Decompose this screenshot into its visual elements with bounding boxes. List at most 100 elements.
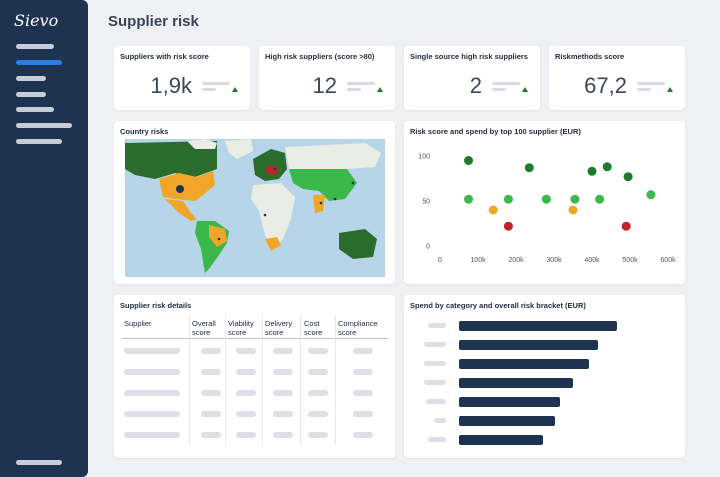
column-divider xyxy=(262,315,263,445)
table-cell-placeholder xyxy=(236,411,256,417)
category-bar[interactable] xyxy=(459,416,556,426)
x-tick-label: 500k xyxy=(622,257,638,264)
spend-by-category-card: Spend by category and overall risk brack… xyxy=(404,295,685,458)
risk-score-spend-card: Risk score and spend by top 100 supplier… xyxy=(404,121,685,284)
category-label-placeholder xyxy=(424,380,446,385)
table-cell-placeholder xyxy=(308,348,328,354)
category-bar[interactable] xyxy=(459,397,561,407)
risk-score-scatter-chart[interactable]: 0 50 100 0 100k 200k 300k 400k 500k 600k xyxy=(404,121,685,284)
kpi-sparkline xyxy=(347,82,375,85)
category-label-placeholder xyxy=(424,361,446,366)
table-cell-placeholder xyxy=(201,390,221,396)
sievo-logo[interactable]: Sievo xyxy=(14,11,59,30)
kpi-value: 1,9k xyxy=(150,73,192,98)
category-label-placeholder xyxy=(428,437,446,442)
kpi-card-riskmethods[interactable]: Riskmethods score 67,2 xyxy=(549,46,685,110)
sidebar-item-7[interactable] xyxy=(16,139,62,144)
x-tick-label: 400k xyxy=(584,257,600,264)
table-cell-placeholder xyxy=(236,348,256,354)
card-title: Spend by category and overall risk brack… xyxy=(410,301,586,310)
column-divider xyxy=(300,315,301,445)
x-tick-label: 100k xyxy=(470,257,486,264)
table-cell-placeholder xyxy=(201,369,221,375)
table-cell-placeholder xyxy=(308,432,328,438)
x-tick-label: 300k xyxy=(546,257,562,264)
scatter-point[interactable] xyxy=(524,163,534,173)
scatter-point[interactable] xyxy=(595,194,605,204)
category-bar[interactable] xyxy=(459,340,599,350)
page-title: Supplier risk xyxy=(108,13,199,30)
sidebar-item-6[interactable] xyxy=(16,123,72,128)
sidebar-item-3[interactable] xyxy=(16,76,46,81)
scatter-point[interactable] xyxy=(587,166,597,176)
trend-up-icon xyxy=(667,87,673,92)
kpi-title: Suppliers with risk score xyxy=(120,52,209,61)
kpi-title: High risk suppliers (score >80) xyxy=(265,52,375,61)
table-cell-placeholder xyxy=(353,390,373,396)
category-label-placeholder xyxy=(428,323,446,328)
scatter-point[interactable] xyxy=(623,172,633,182)
kpi-card-suppliers-with-risk[interactable]: Suppliers with risk score 1,9k xyxy=(114,46,250,110)
column-divider xyxy=(189,315,190,445)
table-cell-placeholder xyxy=(353,411,373,417)
column-header-supplier[interactable]: Supplier xyxy=(124,319,152,328)
table-cell-placeholder xyxy=(201,411,221,417)
kpi-sparkline xyxy=(202,82,230,85)
kpi-sparkline xyxy=(347,88,361,91)
trend-up-icon xyxy=(377,87,383,92)
scatter-point[interactable] xyxy=(621,221,631,231)
scatter-point[interactable] xyxy=(541,194,551,204)
kpi-sparkline xyxy=(492,82,520,85)
table-cell-placeholder xyxy=(273,369,293,375)
table-cell-placeholder xyxy=(273,432,293,438)
scatter-point[interactable] xyxy=(503,194,513,204)
kpi-sparkline xyxy=(637,88,651,91)
scatter-point[interactable] xyxy=(464,194,473,204)
kpi-card-high-risk[interactable]: High risk suppliers (score >80) 12 xyxy=(259,46,395,110)
kpi-value: 2 xyxy=(469,73,482,98)
trend-up-icon xyxy=(232,87,238,92)
sidebar-item-user[interactable] xyxy=(16,460,62,465)
table-cell-placeholder xyxy=(308,369,328,375)
trend-up-icon xyxy=(522,87,528,92)
column-header-compliance-score[interactable]: Compliance score xyxy=(338,319,378,337)
column-header-delivery-score[interactable]: Delivery score xyxy=(265,319,293,337)
scatter-point[interactable] xyxy=(503,221,513,231)
table-cell-placeholder xyxy=(124,411,180,417)
scatter-point[interactable] xyxy=(464,156,473,165)
table-cell-placeholder xyxy=(236,432,256,438)
column-header-cost-score[interactable]: Cost score xyxy=(304,319,323,337)
sidebar-item-supplier-risk[interactable] xyxy=(16,60,62,65)
sidebar-item-1[interactable] xyxy=(16,44,54,49)
category-bar[interactable] xyxy=(459,378,573,388)
card-title: Risk score and spend by top 100 supplier… xyxy=(410,127,581,136)
table-cell-placeholder xyxy=(308,390,328,396)
column-header-viability-score[interactable]: Viability score xyxy=(228,319,254,337)
card-title: Country risks xyxy=(120,127,169,136)
kpi-title: Riskmethods score xyxy=(555,52,625,61)
scatter-point[interactable] xyxy=(646,190,656,200)
x-tick-label: 200k xyxy=(508,257,524,264)
category-bar[interactable] xyxy=(459,435,543,445)
kpi-value: 67,2 xyxy=(584,73,627,98)
sidebar-item-4[interactable] xyxy=(16,92,46,97)
table-cell-placeholder xyxy=(124,390,180,396)
column-divider xyxy=(225,315,226,445)
category-label-placeholder xyxy=(426,399,446,404)
scatter-point[interactable] xyxy=(602,162,612,172)
scatter-point[interactable] xyxy=(570,194,580,204)
sidebar-item-5[interactable] xyxy=(16,107,54,112)
category-bar[interactable] xyxy=(459,321,617,331)
category-bar[interactable] xyxy=(459,359,589,369)
scatter-point[interactable] xyxy=(568,205,578,215)
kpi-sparkline xyxy=(492,88,506,91)
supplier-risk-details-card: Supplier risk details Supplier Overall s… xyxy=(114,295,395,458)
world-map[interactable] xyxy=(125,139,385,277)
table-cell-placeholder xyxy=(124,348,180,354)
table-header-divider xyxy=(122,338,388,339)
column-header-overall-score[interactable]: Overall score xyxy=(192,319,216,337)
kpi-card-single-source[interactable]: Single source high risk suppliers 2 xyxy=(404,46,540,110)
scatter-point[interactable] xyxy=(488,205,498,215)
kpi-title: Single source high risk suppliers xyxy=(410,52,528,61)
table-cell-placeholder xyxy=(236,390,256,396)
